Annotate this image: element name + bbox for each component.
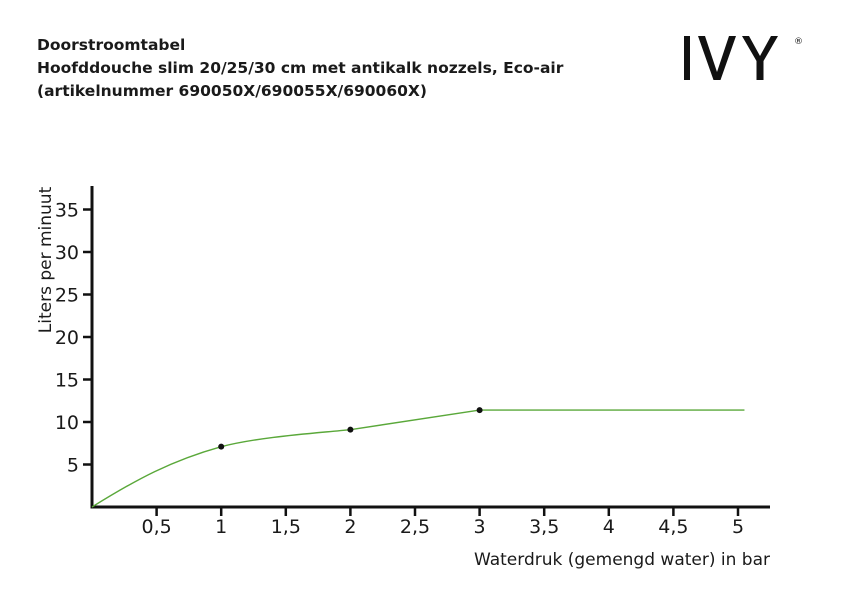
flow-series-line <box>91 409 745 508</box>
x-tick-label: 2 <box>344 516 356 538</box>
chart-header: Doorstroomtabel Hoofddouche slim 20/25/3… <box>37 34 563 103</box>
y-tick-label: 30 <box>55 242 79 264</box>
x-tick-label: 3 <box>474 516 486 538</box>
chart-axes <box>90 186 770 509</box>
x-tick-label: 1,5 <box>271 516 301 538</box>
x-tick-label: 4 <box>603 516 615 538</box>
chart-title: Doorstroomtabel <box>37 36 186 54</box>
registered-mark: ® <box>794 37 803 47</box>
y-tick-label: 10 <box>55 412 79 434</box>
chart-axis-labels: Waterdruk (gemengd water) in bar Liters p… <box>36 186 770 570</box>
chart-series <box>91 407 745 508</box>
y-axis-label: Liters per minuut <box>36 186 56 333</box>
data-point <box>347 426 354 433</box>
chart-subtitle-article-numbers: (artikelnummer 690050X/690055X/690060X) <box>37 82 427 100</box>
y-tick-label: 25 <box>55 285 79 307</box>
x-axis-label: Waterdruk (gemengd water) in bar <box>474 550 770 570</box>
data-point <box>218 443 225 450</box>
x-tick-label: 5 <box>732 516 744 538</box>
x-tick-label: 2,5 <box>400 516 430 538</box>
ivy-logo: ® <box>684 36 803 80</box>
y-tick-label: 20 <box>55 327 79 349</box>
x-tick-label: 0,5 <box>141 516 171 538</box>
x-tick-label: 4,5 <box>658 516 688 538</box>
y-tick-label: 35 <box>55 200 79 222</box>
chart-subtitle-product: Hoofddouche slim 20/25/30 cm met antikal… <box>37 59 564 77</box>
x-tick-label: 3,5 <box>529 516 559 538</box>
y-tick-label: 5 <box>67 455 79 477</box>
y-tick-label: 15 <box>55 370 79 392</box>
data-point <box>476 407 483 414</box>
chart-ticks: 0,5 1 1,5 2 2,5 3 3,5 4 4,5 5 5 10 15 20 25 30 35 <box>55 200 744 539</box>
x-tick-label: 1 <box>215 516 227 538</box>
